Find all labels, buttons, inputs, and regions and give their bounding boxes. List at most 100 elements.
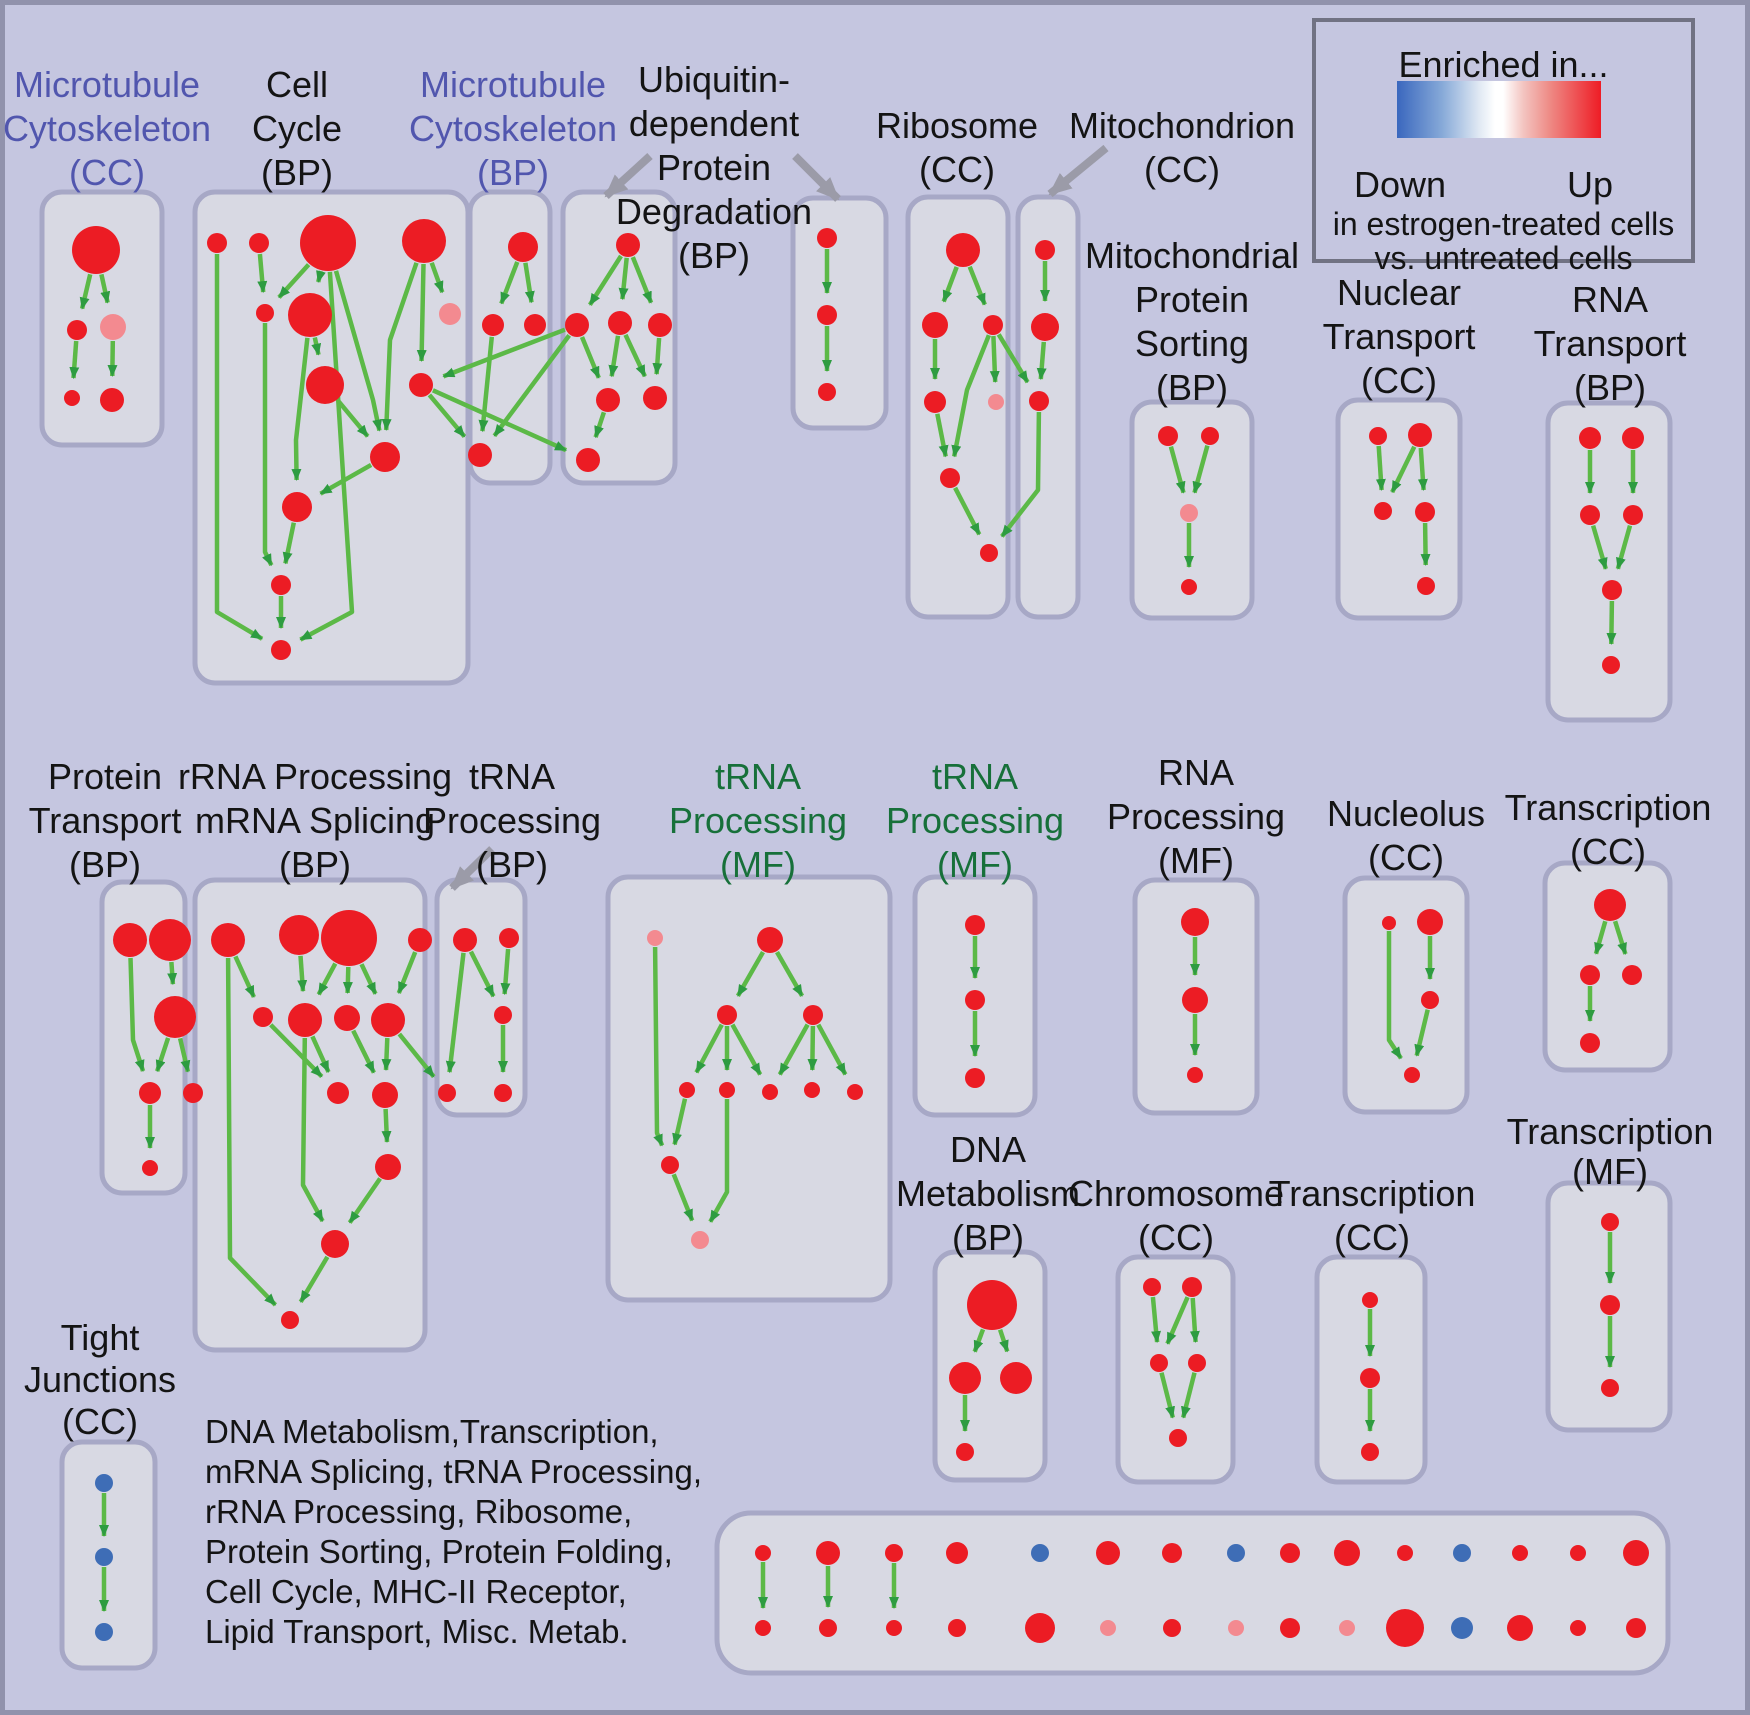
legend-up-label: Up bbox=[1566, 164, 1614, 205]
misc-categories-line: Cell Cycle, MHC-II Receptor, bbox=[205, 1573, 627, 1610]
edge-ub3-ub6 bbox=[623, 333, 647, 378]
misc-categories-line: Protein Sorting, Protein Folding, bbox=[205, 1533, 673, 1570]
edge-tm2-tm4 bbox=[775, 950, 805, 998]
gene-node-ch3 bbox=[1150, 1354, 1168, 1372]
edge-rib6-rib7 bbox=[953, 486, 982, 536]
gene-node-rt6 bbox=[1602, 656, 1620, 674]
pointer-arrow-ubiquitin-right-pointer bbox=[792, 153, 841, 202]
gene-node-rt4 bbox=[1623, 505, 1643, 525]
group-label-rna-transport-bp: RNA Transport (BP) bbox=[1534, 279, 1687, 408]
group-label-transcription-cc-2-label: Transcription (CC) bbox=[1505, 787, 1712, 872]
edge-pt3-pt4 bbox=[155, 1037, 171, 1073]
edge-pt2-pt3 bbox=[167, 961, 178, 986]
gene-node-mb3 bbox=[948, 1619, 966, 1637]
edge-rr3-rr7 bbox=[342, 966, 353, 994]
edge-mit2-mit3 bbox=[1036, 341, 1047, 381]
gene-node-mb14 bbox=[1626, 1618, 1646, 1638]
group-label-nuclear-transport-cc: Nuclear Transport (CC) bbox=[1323, 272, 1476, 401]
gene-node-rp1 bbox=[1181, 908, 1209, 936]
group-label-tight-junctions-cc: Tight Junctions (CC) bbox=[24, 1317, 176, 1442]
edge-mps1-mps3 bbox=[1168, 446, 1186, 494]
gene-node-tc3a bbox=[1362, 1292, 1378, 1308]
group-box-nucleolus bbox=[1342, 875, 1470, 1115]
gene-node-tp1 bbox=[453, 928, 477, 952]
edge-ub1-ub2 bbox=[588, 254, 623, 307]
edge-cc6-cc8 bbox=[311, 337, 322, 356]
gene-node-rr6 bbox=[288, 1003, 322, 1037]
group-box-misc bbox=[714, 1510, 1671, 1676]
group-label-cell-cycle-bp: Cell Cycle (BP) bbox=[252, 64, 342, 193]
group-label-rrna-processing-mrna-splicing-bp: rRNA Processing mRNA Splicing (BP) bbox=[178, 756, 452, 885]
gene-node-mt3 bbox=[946, 1542, 968, 1564]
edge-tm3-tm7 bbox=[730, 1023, 763, 1076]
edge-cc10-cc11 bbox=[319, 462, 373, 496]
group-label-microtubule-cytoskeleton-bp: Microtubule Cytoskeleton (BP) bbox=[409, 64, 617, 193]
gene-node-rr4 bbox=[408, 928, 432, 952]
gene-node-rr3 bbox=[321, 910, 377, 966]
gene-node-rib6 bbox=[940, 468, 960, 488]
edge-nu1-nu4 bbox=[1386, 931, 1403, 1060]
gene-node-mb6 bbox=[1163, 1619, 1181, 1637]
gene-node-dm1 bbox=[967, 1280, 1017, 1330]
edge-rr2-rr6 bbox=[297, 955, 308, 993]
gene-node-mit2 bbox=[1031, 313, 1059, 341]
gene-node-mit1 bbox=[1035, 240, 1055, 260]
edge-mit3-rib7 bbox=[1000, 411, 1042, 538]
gene-node-tm8 bbox=[804, 1082, 820, 1098]
group-label-trna-processing-bp: tRNA Processing (BP) bbox=[423, 756, 601, 885]
gene-node-mt12 bbox=[1512, 1545, 1528, 1561]
gene-node-mt7 bbox=[1227, 1544, 1245, 1562]
misc-categories-line: rRNA Processing, Ribosome, bbox=[205, 1493, 633, 1530]
gene-node-tm5 bbox=[679, 1082, 695, 1098]
edge-rr11-rr12 bbox=[347, 1177, 382, 1224]
gene-node-mt13 bbox=[1570, 1545, 1586, 1561]
edge-tp1-tp3 bbox=[468, 950, 496, 998]
gene-node-nt3 bbox=[1374, 502, 1392, 520]
edge-cc4-cc10 bbox=[381, 262, 419, 431]
gene-node-cc5 bbox=[256, 304, 274, 322]
gene-node-tp2 bbox=[499, 928, 519, 948]
gene-node-ch4 bbox=[1188, 1354, 1206, 1372]
gene-node-pt1 bbox=[113, 923, 147, 957]
gene-node-cc2 bbox=[249, 233, 269, 253]
edge-rib1-rib2 bbox=[941, 266, 959, 303]
edge-nu3-nu4 bbox=[1414, 1009, 1430, 1057]
pointer-arrow-trna-bp-pointer bbox=[449, 846, 495, 891]
gene-node-mtcc4 bbox=[64, 390, 80, 406]
gene-node-nu3 bbox=[1421, 991, 1439, 1009]
gene-node-mps3 bbox=[1180, 504, 1198, 522]
edge-ub2-cc9 bbox=[442, 327, 566, 379]
group-box-trna-mf-1 bbox=[605, 874, 893, 1303]
edge-tm4-tm8 bbox=[807, 1025, 818, 1071]
gene-node-ub5 bbox=[596, 388, 620, 412]
gene-node-ts2 bbox=[965, 990, 985, 1010]
edge-dm1-dm2 bbox=[972, 1328, 986, 1353]
gene-node-mtbp4 bbox=[468, 443, 492, 467]
gene-node-pt2 bbox=[149, 919, 191, 961]
gene-node-tj3 bbox=[95, 1623, 113, 1641]
group-label-microtubule-cytoskeleton-cc: Microtubule Cytoskeleton (CC) bbox=[3, 64, 211, 193]
edge-nt2-nt3 bbox=[1390, 445, 1417, 494]
edge-cc4-cc7 bbox=[429, 261, 445, 294]
gene-node-tp4 bbox=[438, 1084, 456, 1102]
edge-rib3-rib6 bbox=[951, 334, 991, 458]
gene-node-rib4 bbox=[924, 391, 946, 413]
gene-node-mb11 bbox=[1451, 1617, 1473, 1639]
gene-node-tc3c bbox=[1361, 1443, 1379, 1461]
misc-categories-line: Lipid Transport, Misc. Metab. bbox=[205, 1613, 629, 1650]
gene-node-ch5 bbox=[1169, 1429, 1187, 1447]
gene-node-mps2 bbox=[1201, 427, 1219, 445]
group-label-rna-processing-mf: RNA Processing (MF) bbox=[1107, 752, 1285, 881]
gene-node-mb0 bbox=[755, 1620, 771, 1636]
pointer-arrow-ubiquitin-left-pointer bbox=[603, 153, 653, 199]
gene-node-mt4 bbox=[1031, 1544, 1049, 1562]
edge-tc2a-tc2b bbox=[1593, 920, 1608, 955]
edge-rib3-rib5 bbox=[989, 335, 1000, 383]
gene-node-ub7 bbox=[576, 448, 600, 472]
gene-node-ubc3 bbox=[818, 383, 836, 401]
gene-node-mb2 bbox=[886, 1620, 902, 1636]
group-label-protein-transport-bp: Protein Transport (BP) bbox=[29, 756, 182, 885]
gene-node-mt10 bbox=[1397, 1545, 1413, 1561]
pointer-arrow-mitochondrion-pointer bbox=[1047, 144, 1109, 198]
